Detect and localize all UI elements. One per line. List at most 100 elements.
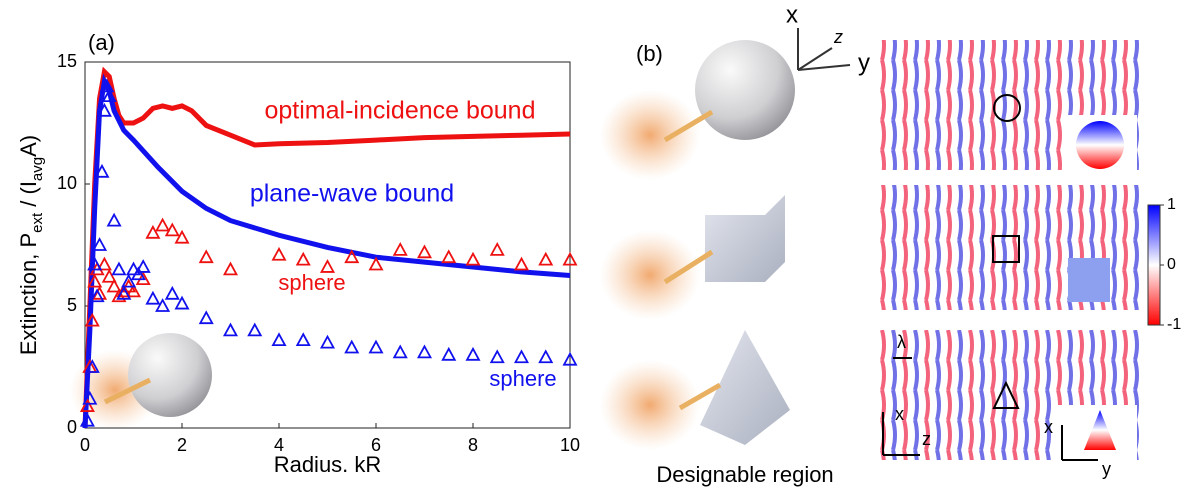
panel-b: (b) Designable region x y z x <box>600 1 1181 487</box>
caption: Designable region <box>656 462 833 487</box>
y-tick-label: 15 <box>57 51 77 71</box>
triangle-marker <box>441 249 457 264</box>
triangle-marker <box>489 242 505 256</box>
x-tick-label: 0 <box>80 435 90 455</box>
triangle-marker <box>465 251 481 266</box>
triangle-marker <box>538 349 554 364</box>
triangle-marker <box>84 312 100 327</box>
series-label: optimal-incidence bound <box>264 97 535 125</box>
triangle-marker <box>489 349 505 364</box>
chart-a: 0 2 4 6 8 10 0 5 10 15 Radius. kR (a) Extinction, Pe… <box>16 30 580 477</box>
triangle-marker <box>155 298 171 312</box>
light-glow <box>600 360 700 450</box>
triangle-marker <box>247 322 263 337</box>
y-axis-label-part: A) <box>16 135 41 157</box>
x-tick-label: 2 <box>177 435 187 455</box>
triangle-marker <box>111 261 127 276</box>
plot-frame <box>84 61 571 429</box>
triangle-marker <box>106 278 122 293</box>
inset-mode <box>1084 410 1116 450</box>
bound-line <box>82 73 571 429</box>
map-axis-x: x <box>895 404 904 424</box>
triangle-marker <box>441 346 457 361</box>
triangle-marker <box>84 359 100 373</box>
inset-axis-y: y <box>1102 459 1111 479</box>
y-tick-label: 0 <box>67 417 77 437</box>
colorbar-tick-label: -1 <box>1167 316 1181 333</box>
triangle-marker <box>513 349 530 364</box>
triangle-marker <box>82 390 98 405</box>
triangle-marker <box>222 261 239 276</box>
triangle-marker <box>562 251 578 266</box>
map-axes <box>882 357 1098 461</box>
outline-circle <box>993 94 1021 122</box>
sphere-shape <box>695 40 795 140</box>
sphere-shape <box>128 333 212 417</box>
incident-arrow <box>663 249 714 285</box>
y-axis-label: Extinction, Pext / (IavgA) <box>16 135 47 355</box>
inset-mode <box>1076 121 1124 169</box>
series-label: sphere <box>489 366 556 391</box>
triangle-marker <box>198 249 214 264</box>
triangle-marker <box>222 322 239 337</box>
triangle-marker <box>164 285 180 300</box>
bound-line <box>82 66 571 429</box>
panel-label: (b) <box>636 41 663 66</box>
y-tick-label: 10 <box>57 173 77 193</box>
y-axis-label-part: Extinction, P <box>16 233 41 355</box>
triangle-marker <box>562 351 578 366</box>
triangle-marker <box>79 398 95 412</box>
triangle-marker <box>538 251 554 266</box>
triangle-marker <box>92 285 108 300</box>
triangle-marker <box>106 212 122 227</box>
triangle-marker <box>392 344 408 359</box>
triangle-marker <box>344 339 360 354</box>
x-tick-label: 4 <box>274 435 284 455</box>
triangle-marker <box>319 259 336 273</box>
triangle-marker <box>295 251 311 266</box>
panel-label: (a) <box>88 30 115 55</box>
pyramid-shape <box>700 330 790 445</box>
triangle-marker <box>319 334 336 349</box>
triangle-marker <box>295 332 311 347</box>
x-tick-label: 6 <box>371 435 381 455</box>
triangle-marker <box>89 288 105 303</box>
triangle-marker <box>344 249 360 264</box>
triangle-marker <box>392 242 408 256</box>
triangle-marker <box>96 102 112 117</box>
axis-x: x <box>786 1 798 28</box>
colorbar <box>1147 204 1161 326</box>
inset-mode <box>1068 258 1110 302</box>
triangle-marker <box>145 290 161 305</box>
triangle-marker <box>79 412 95 427</box>
triangle-marker <box>135 259 151 273</box>
triangle-marker <box>465 346 481 361</box>
triangle-marker <box>87 273 103 288</box>
triangle-marker <box>416 344 433 359</box>
x-tick-label: 10 <box>560 435 580 455</box>
triangle-marker <box>174 295 190 310</box>
coord-axes <box>797 28 851 71</box>
light-glow <box>600 230 700 320</box>
y-axis-label-part: / (I <box>16 181 41 213</box>
series-label: plane-wave bound <box>250 180 454 208</box>
triangle-marker <box>96 256 112 271</box>
map-axis-z: z <box>922 429 931 449</box>
triangle-marker <box>174 229 190 244</box>
axis-z: z <box>833 27 843 47</box>
incident-arrow <box>103 377 152 405</box>
triangle-marker <box>121 273 137 288</box>
outline-square <box>992 235 1020 263</box>
y-axis-label-part: ext <box>29 212 46 233</box>
outline-triangle <box>992 380 1020 409</box>
triangle-marker <box>92 237 108 251</box>
incident-arrow <box>663 109 714 143</box>
incident-arrow <box>678 382 722 411</box>
triangle-marker <box>271 332 287 347</box>
x-axis-label: Radius. kR <box>274 452 382 477</box>
colorbar-ticks: 1 0 -1 <box>1160 196 1181 333</box>
triangle-marker <box>130 266 146 281</box>
triangle-marker <box>116 285 132 300</box>
triangle-marker <box>513 256 530 271</box>
